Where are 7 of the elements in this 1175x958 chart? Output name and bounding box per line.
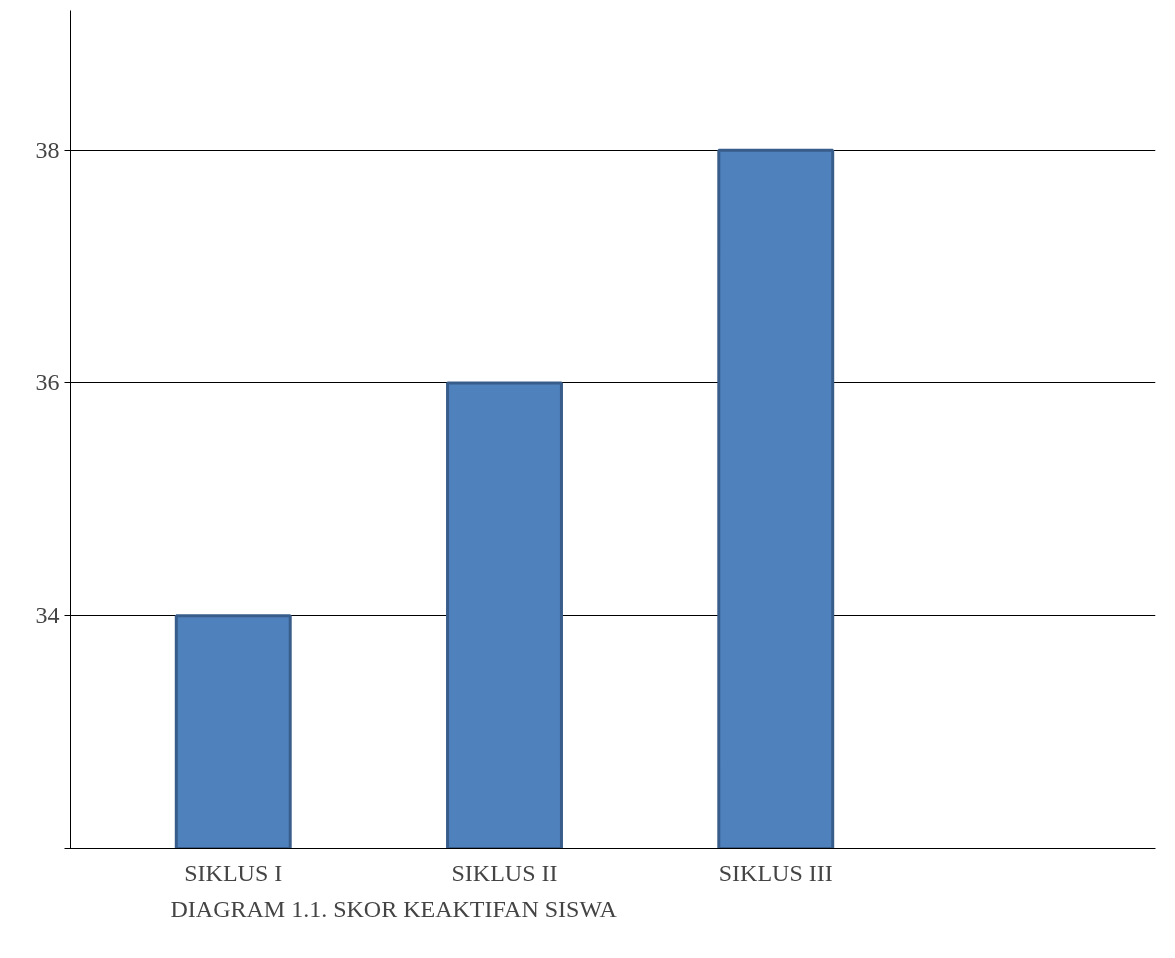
y-tick-label: 34 [35, 602, 60, 629]
x-tick-label: SIKLUS II [451, 859, 558, 886]
y-tick-label: 38 [35, 136, 60, 163]
text: DIAGRAM 1.1. SKOR KEAKTIFAN SISWA [170, 895, 618, 922]
x-tick-label: SIKLUS III [718, 859, 833, 886]
y-tick-label: 36 [35, 369, 60, 396]
x-tick-label: SIKLUS I [184, 859, 283, 886]
